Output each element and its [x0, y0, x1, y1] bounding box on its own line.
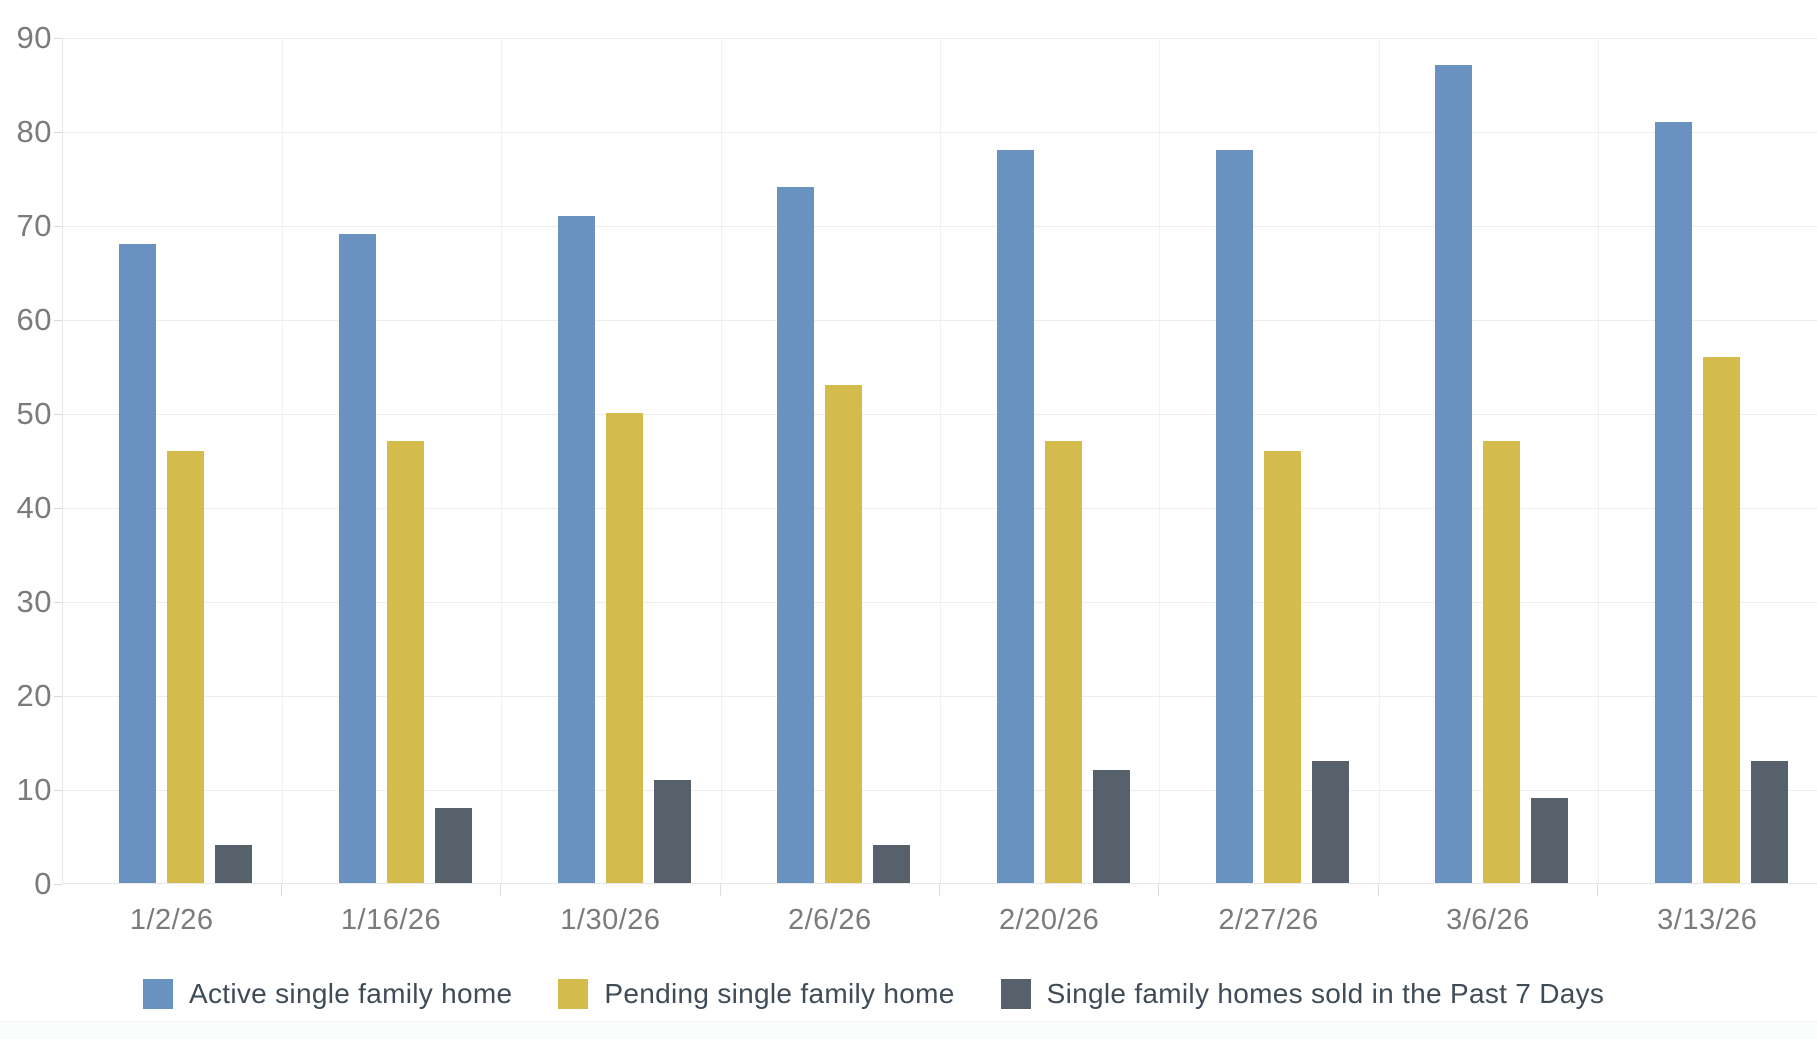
x-axis-tick-label: 1/2/26 — [129, 904, 214, 936]
x-tick-mark — [1158, 884, 1160, 896]
bar-sold[interactable] — [873, 845, 911, 883]
x-tick-mark — [939, 884, 940, 896]
bottom-strip — [0, 1021, 1817, 1039]
bar-group — [721, 38, 940, 883]
bar-group — [63, 38, 282, 883]
gridline-vertical — [1378, 38, 1380, 883]
bar-active[interactable] — [1435, 65, 1473, 883]
bar-active[interactable] — [996, 149, 1034, 883]
y-tick-mark — [54, 696, 62, 697]
x-axis-tick-label: 2/6/26 — [787, 904, 872, 936]
bar-sold[interactable] — [215, 845, 253, 883]
legend-item[interactable]: Single family homes sold in the Past 7 D… — [1000, 978, 1605, 1010]
legend-item[interactable]: Active single family home — [143, 978, 512, 1010]
bar-sold[interactable] — [653, 779, 691, 883]
y-axis-tick-label: 40 — [16, 490, 52, 525]
bar-active[interactable] — [119, 243, 157, 883]
bar-group — [1599, 38, 1817, 883]
x-tick-mark — [719, 884, 721, 896]
bar-pending[interactable] — [386, 441, 424, 883]
gridline-vertical — [1159, 38, 1161, 883]
legend-swatch — [143, 979, 173, 1009]
gridline-vertical — [720, 38, 722, 883]
x-axis-tick-label: 1/16/26 — [340, 904, 442, 936]
x-tick-mark — [1377, 884, 1379, 896]
bar-sold[interactable] — [1312, 760, 1350, 883]
y-tick-mark — [54, 508, 62, 509]
bar-active[interactable] — [557, 215, 595, 883]
bar-group — [1160, 38, 1379, 883]
legend-swatch — [1000, 979, 1031, 1009]
legend-label: Pending single family home — [604, 978, 955, 1009]
bar-sold[interactable] — [434, 807, 472, 883]
y-tick-mark — [54, 132, 62, 133]
y-axis-tick-label: 20 — [16, 678, 52, 713]
legend-swatch — [558, 979, 589, 1009]
bar-sold[interactable] — [1531, 798, 1569, 883]
bar-pending[interactable] — [825, 384, 863, 883]
y-tick-mark — [54, 602, 62, 603]
chart-legend: Active single family home Pending single … — [143, 978, 1604, 1010]
y-axis-tick-label: 70 — [16, 208, 52, 243]
y-tick-mark — [54, 790, 62, 791]
x-axis-tick-label: 3/6/26 — [1446, 904, 1530, 936]
y-axis-tick-label: 90 — [16, 20, 52, 55]
y-axis-tick-label: 60 — [16, 302, 52, 337]
y-axis-tick-label: 80 — [16, 114, 52, 149]
y-tick-mark — [54, 320, 62, 321]
bar-group — [502, 38, 721, 883]
legend-item[interactable]: Pending single family home — [558, 978, 954, 1010]
y-tick-mark — [54, 38, 62, 39]
bar-active[interactable] — [1216, 149, 1254, 883]
bar-active[interactable] — [777, 187, 815, 883]
gridline-vertical — [281, 38, 283, 883]
bar-pending[interactable] — [1044, 441, 1082, 883]
bar-pending[interactable] — [167, 450, 205, 883]
x-tick-mark — [280, 884, 282, 896]
x-axis-tick-label: 2/27/26 — [1218, 904, 1319, 936]
y-axis-tick-label: 30 — [16, 584, 52, 619]
legend-label: Active single family home — [189, 978, 513, 1009]
gridline-vertical — [940, 38, 941, 883]
bar-pending[interactable] — [1264, 450, 1302, 883]
bar-active[interactable] — [338, 234, 376, 883]
bar-active[interactable] — [1654, 121, 1692, 883]
bar-group — [282, 38, 501, 883]
bar-group — [941, 38, 1160, 883]
y-axis-tick-label: 0 — [34, 866, 52, 901]
gridline-vertical — [1598, 38, 1600, 883]
y-tick-mark — [54, 226, 62, 227]
plot-area — [62, 37, 1817, 884]
bar-group — [1379, 38, 1598, 883]
y-axis-tick-label: 50 — [16, 396, 52, 431]
bar-pending[interactable] — [605, 413, 643, 883]
bar-sold[interactable] — [1750, 760, 1788, 883]
y-tick-mark — [54, 884, 62, 885]
gridline-vertical — [501, 38, 503, 883]
x-axis-tick-label: 1/30/26 — [560, 904, 661, 936]
y-axis-tick-label: 10 — [16, 772, 52, 807]
x-axis-tick-label: 3/13/26 — [1657, 904, 1758, 936]
bar-pending[interactable] — [1702, 356, 1740, 883]
bar-sold[interactable] — [1092, 770, 1130, 883]
y-tick-mark — [54, 414, 62, 415]
bar-pending[interactable] — [1483, 441, 1521, 883]
x-tick-mark — [500, 884, 502, 896]
x-tick-mark — [1597, 884, 1599, 896]
legend-label: Single family homes sold in the Past 7 D… — [1046, 978, 1605, 1009]
x-axis-tick-label: 2/20/26 — [999, 904, 1100, 936]
